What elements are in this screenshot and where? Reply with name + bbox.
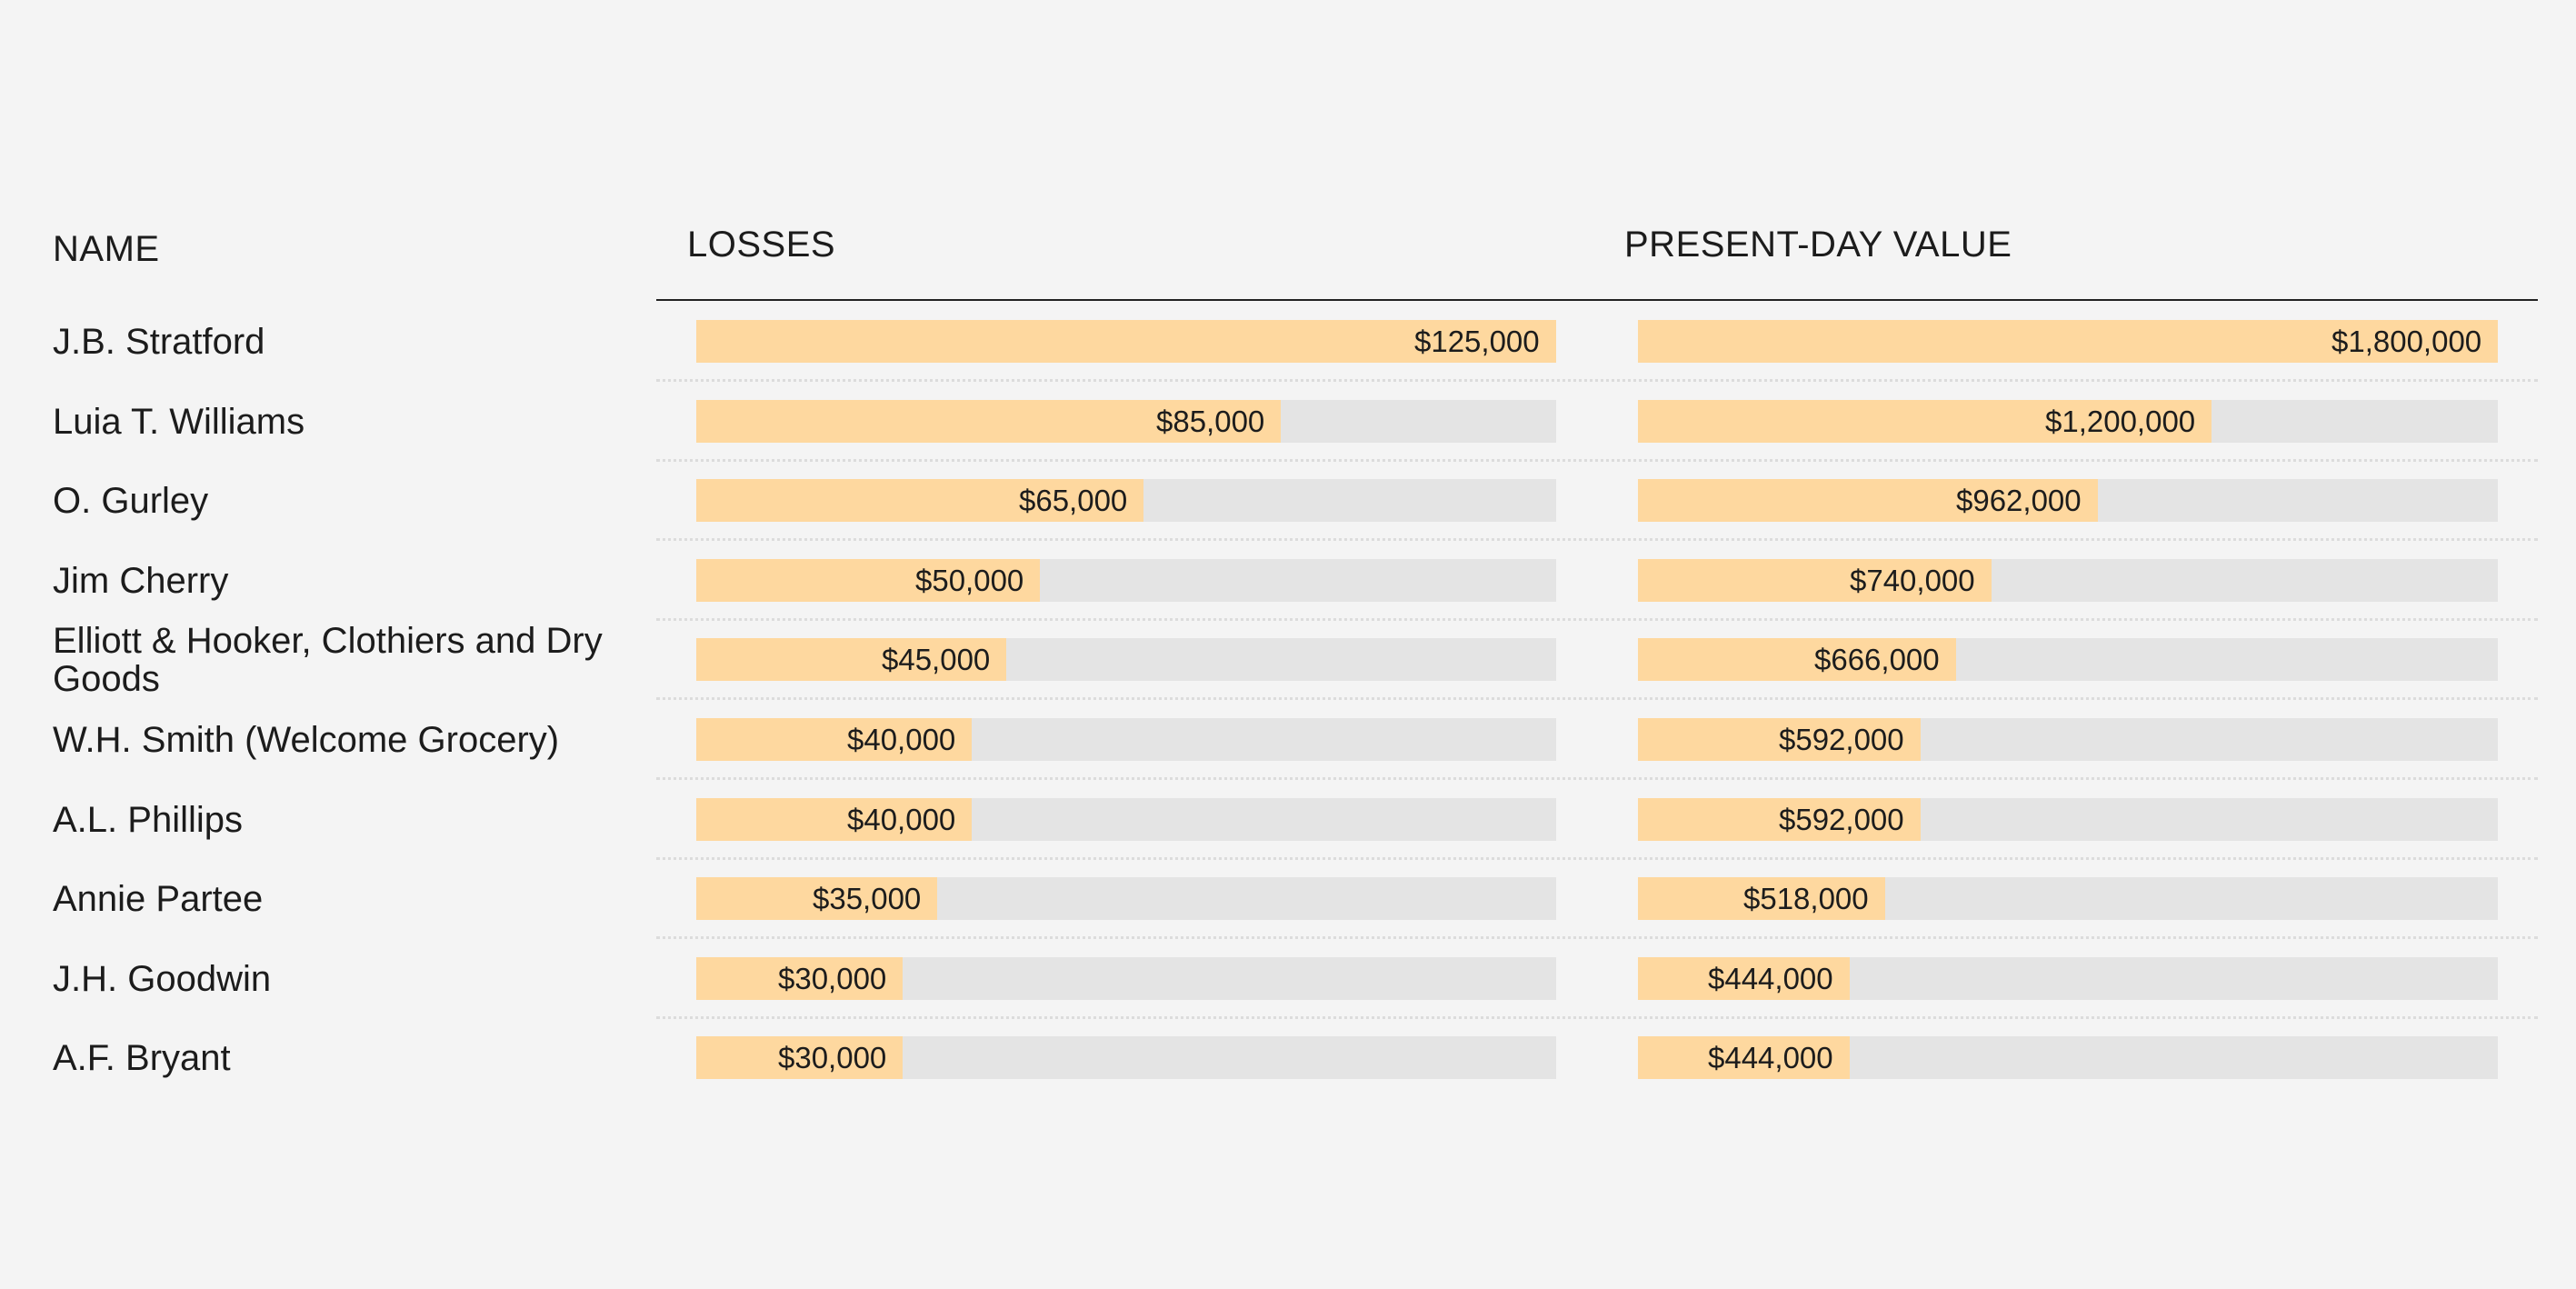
present-value-value-label: $1,800,000 bbox=[2331, 325, 2482, 358]
losses-value-label: $65,000 bbox=[1019, 484, 1128, 517]
present-value-bar-track: $518,000 bbox=[1638, 877, 2498, 920]
losses-value-label: $30,000 bbox=[778, 1041, 887, 1074]
row-separator bbox=[656, 697, 2538, 700]
present-value-value-label: $444,000 bbox=[1708, 962, 1833, 995]
table-row: Annie Partee $35,000 $518,000 bbox=[0, 877, 2576, 920]
present-value-bar-track: $1,800,000 bbox=[1638, 320, 2498, 363]
present-value-bar bbox=[1638, 718, 1921, 761]
losses-bar bbox=[696, 559, 1040, 602]
row-separator bbox=[656, 618, 2538, 621]
present-value-bar bbox=[1638, 877, 1885, 920]
present-value-bar-track: $592,000 bbox=[1638, 718, 2498, 761]
present-value-bar-track: $740,000 bbox=[1638, 559, 2498, 602]
row-name: Luia T. Williams bbox=[53, 401, 305, 442]
row-name: Jim Cherry bbox=[53, 560, 229, 601]
present-value-bar bbox=[1638, 798, 1921, 841]
losses-bar bbox=[696, 320, 1556, 363]
losses-value-label: $85,000 bbox=[1156, 405, 1265, 438]
losses-bar bbox=[696, 400, 1281, 443]
losses-value-label: $40,000 bbox=[847, 723, 956, 756]
row-name: Elliott & Hooker, Clothiers and Dry Good… bbox=[53, 620, 603, 699]
row-name: A.F. Bryant bbox=[53, 1037, 231, 1078]
row-separator bbox=[656, 1016, 2538, 1019]
table-row: O. Gurley $65,000 $962,000 bbox=[0, 479, 2576, 522]
row-name: O. Gurley bbox=[53, 480, 209, 521]
losses-bar-track: $45,000 bbox=[696, 638, 1556, 681]
losses-bar bbox=[696, 798, 972, 841]
losses-bar-track: $125,000 bbox=[696, 320, 1556, 363]
present-value-value-label: $444,000 bbox=[1708, 1041, 1833, 1074]
losses-bar bbox=[696, 1036, 903, 1079]
table-row: Luia T. Williams $85,000 $1,200,000 bbox=[0, 400, 2576, 443]
name-column-header: NAME bbox=[53, 229, 160, 269]
losses-bar-track: $50,000 bbox=[696, 559, 1556, 602]
present-value-bar bbox=[1638, 638, 1956, 681]
table-row: J.B. Stratford $125,000 $1,800,000 bbox=[0, 320, 2576, 363]
losses-bar bbox=[696, 479, 1143, 522]
present-value-bar-track: $666,000 bbox=[1638, 638, 2498, 681]
present-value-bar bbox=[1638, 957, 1850, 1000]
losses-bar-track: $30,000 bbox=[696, 1036, 1556, 1079]
losses-bar-track: $35,000 bbox=[696, 877, 1556, 920]
losses-value-label: $125,000 bbox=[1414, 325, 1540, 358]
row-name: J.H. Goodwin bbox=[53, 958, 272, 999]
losses-column-header: LOSSES bbox=[687, 225, 836, 265]
row-name: A.L. Phillips bbox=[53, 799, 243, 840]
losses-bar-track: $30,000 bbox=[696, 957, 1556, 1000]
present-value-value-label: $666,000 bbox=[1814, 643, 1940, 676]
losses-bar bbox=[696, 718, 972, 761]
present-value-value-label: $740,000 bbox=[1850, 564, 1975, 597]
table-row: W.H. Smith (Welcome Grocery) $40,000 $592,… bbox=[0, 718, 2576, 761]
losses-bar bbox=[696, 877, 937, 920]
losses-value-label: $35,000 bbox=[813, 882, 922, 915]
present-value-value-label: $1,200,000 bbox=[2045, 405, 2196, 438]
row-separator bbox=[656, 379, 2538, 382]
losses-value-label: $40,000 bbox=[847, 803, 956, 836]
present-value-value-label: $592,000 bbox=[1779, 723, 1904, 756]
present-value-bar-track: $1,200,000 bbox=[1638, 400, 2498, 443]
losses-bar-track: $65,000 bbox=[696, 479, 1556, 522]
row-name: J.B. Stratford bbox=[53, 321, 265, 362]
present-value-value-label: $592,000 bbox=[1779, 803, 1904, 836]
table-row: Elliott & Hooker, Clothiers and Dry Good… bbox=[0, 622, 2576, 698]
row-separator bbox=[656, 857, 2538, 860]
present-value-bar-track: $592,000 bbox=[1638, 798, 2498, 841]
present-value-bar-track: $444,000 bbox=[1638, 1036, 2498, 1079]
present-value-bar bbox=[1638, 400, 2212, 443]
header-rule bbox=[656, 299, 2538, 301]
present-value-bar bbox=[1638, 320, 2498, 363]
losses-value-label: $45,000 bbox=[882, 643, 991, 676]
losses-bar bbox=[696, 957, 903, 1000]
table-row: A.L. Phillips $40,000 $592,000 bbox=[0, 798, 2576, 841]
present-value-column-header: PRESENT-DAY VALUE bbox=[1624, 225, 2012, 265]
row-separator bbox=[656, 777, 2538, 780]
present-value-bar bbox=[1638, 559, 1992, 602]
losses-bar bbox=[696, 638, 1006, 681]
table-row: J.H. Goodwin $30,000 $444,000 bbox=[0, 957, 2576, 1000]
table-row: Jim Cherry $50,000 $740,000 bbox=[0, 559, 2576, 602]
present-value-value-label: $962,000 bbox=[1956, 484, 2082, 517]
losses-bar-track: $40,000 bbox=[696, 798, 1556, 841]
present-value-bar-track: $444,000 bbox=[1638, 957, 2498, 1000]
losses-bar-track: $40,000 bbox=[696, 718, 1556, 761]
losses-value-label: $50,000 bbox=[915, 564, 1024, 597]
present-value-bar-track: $962,000 bbox=[1638, 479, 2498, 522]
losses-value-label: $30,000 bbox=[778, 962, 887, 995]
present-value-bar bbox=[1638, 479, 2098, 522]
table-row: A.F. Bryant $30,000 $444,000 bbox=[0, 1036, 2576, 1079]
row-separator bbox=[656, 459, 2538, 462]
row-separator bbox=[656, 936, 2538, 939]
row-name: Annie Partee bbox=[53, 878, 264, 919]
present-value-value-label: $518,000 bbox=[1743, 882, 1869, 915]
losses-bar-track: $85,000 bbox=[696, 400, 1556, 443]
row-separator bbox=[656, 538, 2538, 541]
present-value-bar bbox=[1638, 1036, 1850, 1079]
row-name: W.H. Smith (Welcome Grocery) bbox=[53, 719, 560, 760]
